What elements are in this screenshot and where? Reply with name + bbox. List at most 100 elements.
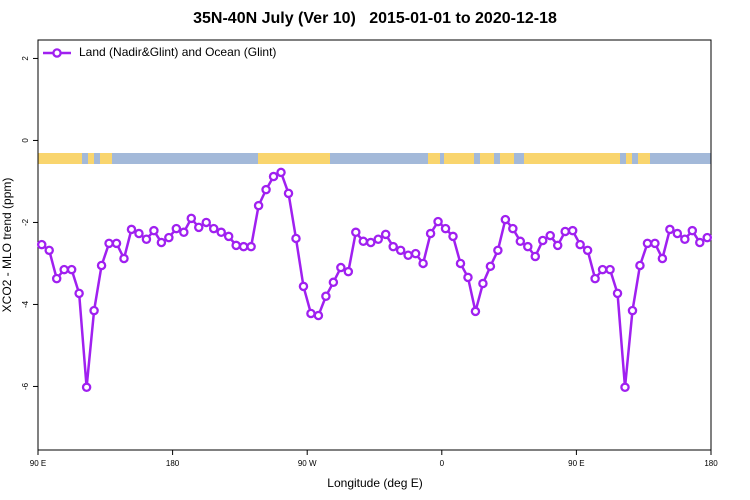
data-point — [179, 227, 189, 238]
data-point — [433, 216, 443, 227]
data-point — [567, 225, 578, 236]
data-point — [403, 250, 413, 260]
x-axis-label: Longitude (deg E) — [327, 476, 422, 490]
data-point — [74, 288, 84, 299]
data-point — [291, 233, 301, 244]
data-point — [343, 266, 354, 277]
data-point — [500, 214, 511, 225]
legend-label: Land (Nadir&Glint) and Ocean (Glint) — [79, 45, 276, 59]
data-point — [545, 230, 555, 241]
data-point — [216, 227, 226, 238]
data-point — [231, 240, 241, 251]
data-point — [463, 272, 473, 283]
y-tick-label: -2 — [21, 218, 30, 226]
data-point — [313, 310, 324, 321]
data-point — [66, 264, 77, 275]
data-point — [485, 261, 496, 272]
data-point — [171, 223, 182, 234]
data-point — [642, 238, 653, 249]
data-point — [223, 231, 234, 242]
data-point — [590, 273, 600, 284]
data-point — [186, 213, 197, 224]
data-point — [560, 226, 570, 237]
data-point — [366, 237, 376, 248]
data-point — [672, 228, 683, 239]
y-tick-label: 0 — [21, 138, 30, 143]
x-tick-label: 180 — [166, 459, 180, 468]
data-point — [104, 238, 114, 249]
land-ocean-strip — [38, 153, 711, 164]
data-point — [425, 228, 436, 239]
data-point — [149, 225, 159, 236]
legend-marker — [52, 48, 62, 58]
data-point — [81, 382, 92, 393]
data-point — [201, 217, 211, 228]
data-point — [328, 277, 339, 288]
x-tick-label: 90 E — [568, 459, 584, 468]
data-point — [448, 231, 458, 242]
data-line — [40, 170, 708, 388]
data-point — [410, 248, 421, 259]
data-point — [620, 382, 630, 393]
data-point — [508, 223, 518, 234]
data-point — [164, 232, 174, 243]
data-point — [523, 241, 533, 252]
data-point — [538, 235, 548, 246]
data-point — [395, 245, 406, 256]
data-point — [351, 227, 361, 238]
data-point — [141, 234, 152, 245]
data-point — [418, 258, 428, 269]
data-point — [455, 258, 466, 269]
data-point — [208, 223, 219, 234]
data-point — [493, 245, 503, 256]
data-point — [605, 264, 615, 275]
data-point — [268, 171, 279, 182]
data-point — [380, 229, 391, 240]
data-point — [96, 260, 107, 271]
data-point — [36, 239, 47, 250]
chart-title: 35N-40N July (Ver 10) 2015-01-01 to 2020… — [193, 10, 557, 27]
data-point — [298, 281, 309, 292]
data-point — [119, 253, 129, 264]
data-point — [478, 278, 488, 289]
data-point — [657, 253, 668, 264]
data-point — [253, 200, 264, 211]
data-point — [388, 241, 398, 252]
x-tick-label: 90 E — [30, 459, 46, 468]
data-point — [687, 225, 698, 236]
data-point — [44, 245, 54, 256]
y-tick-label: -6 — [21, 382, 30, 390]
data-point — [552, 240, 563, 251]
data-point — [134, 228, 144, 239]
data-point — [597, 264, 608, 275]
y-axis-label: XCO2 - MLO trend (ppm) — [0, 178, 14, 313]
data-point — [238, 241, 249, 252]
x-tick-label: 0 — [440, 459, 445, 468]
data-point — [89, 305, 99, 316]
data-point — [612, 288, 623, 299]
data-point — [530, 251, 541, 262]
data-point — [51, 273, 62, 284]
data-point — [582, 245, 593, 256]
x-tick-label: 90 W — [298, 459, 317, 468]
data-point — [635, 260, 645, 271]
data-point — [194, 222, 204, 233]
data-point — [321, 291, 331, 301]
data-point — [515, 236, 526, 247]
data-point — [665, 224, 675, 235]
data-point — [276, 167, 286, 178]
data-point — [702, 232, 713, 243]
data-point — [575, 239, 585, 250]
data-point — [440, 223, 451, 234]
data-point — [59, 264, 69, 275]
data-point — [695, 237, 705, 248]
data-point — [358, 236, 369, 247]
y-tick-label: -4 — [21, 300, 30, 308]
y-tick-label: 2 — [21, 56, 30, 61]
data-point — [627, 305, 638, 316]
data-point — [246, 241, 256, 252]
data-point — [156, 237, 167, 248]
data-point — [373, 234, 383, 245]
data-point — [111, 238, 122, 249]
